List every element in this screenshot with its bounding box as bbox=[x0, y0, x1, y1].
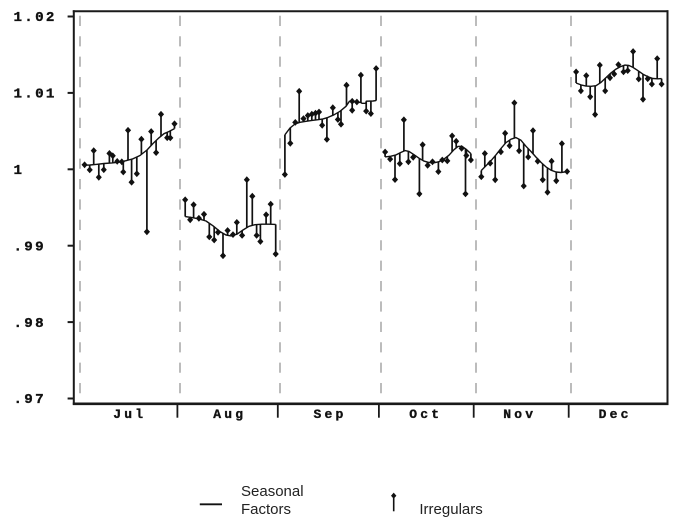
svg-text:Oct: Oct bbox=[409, 407, 439, 422]
svg-text:Aug: Aug bbox=[213, 407, 243, 422]
svg-text:Sep: Sep bbox=[314, 407, 344, 422]
svg-text:Factors: Factors bbox=[241, 501, 291, 518]
svg-text:1: 1 bbox=[14, 163, 23, 179]
svg-text:Dec: Dec bbox=[599, 407, 629, 422]
svg-text:Seasonal: Seasonal bbox=[241, 483, 304, 500]
svg-text:.99: .99 bbox=[14, 239, 44, 255]
svg-text:Nov: Nov bbox=[503, 407, 533, 422]
svg-text:.97: .97 bbox=[14, 392, 44, 408]
svg-text:Jul: Jul bbox=[113, 407, 143, 422]
svg-text:.98: .98 bbox=[14, 316, 44, 332]
svg-text:Irregulars: Irregulars bbox=[419, 501, 482, 518]
